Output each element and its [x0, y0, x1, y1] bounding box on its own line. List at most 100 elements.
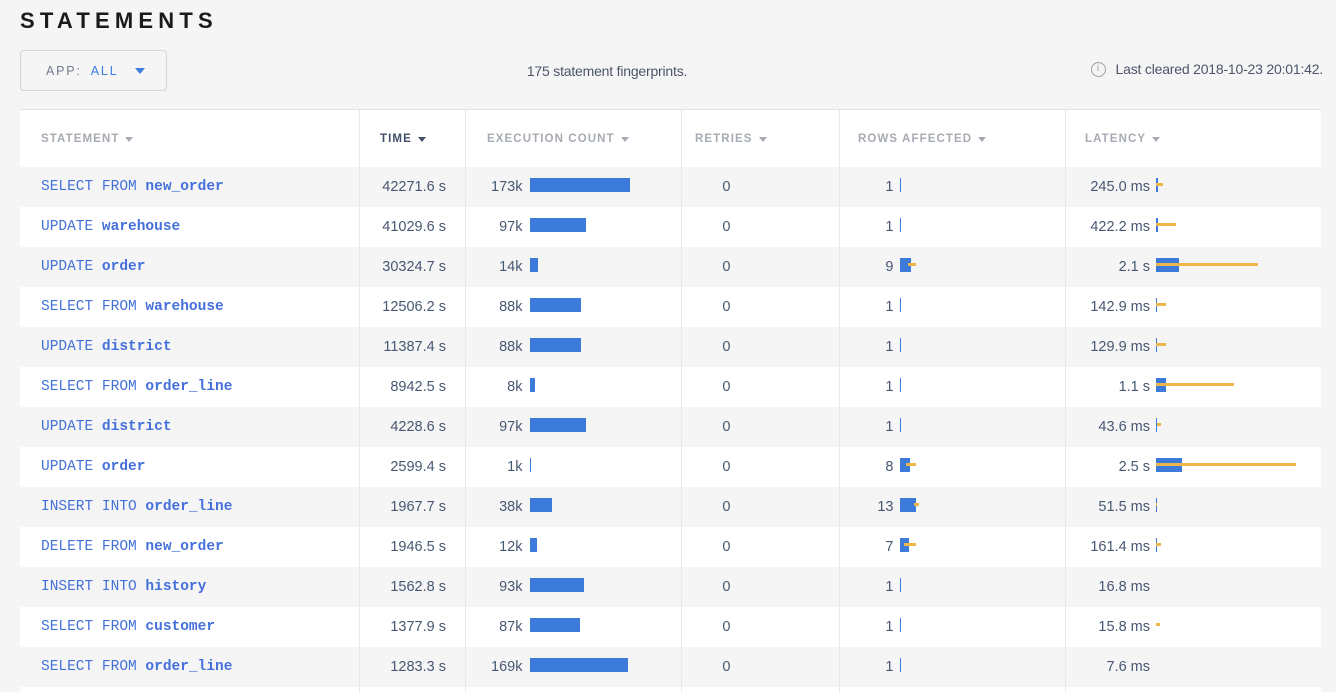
latency-cell: 1.1 s [1066, 367, 1321, 407]
rows-affected-bar-area [899, 538, 1065, 552]
execution-count-cell: 1k [466, 447, 682, 487]
retries-bar-area [738, 218, 839, 232]
statement-link[interactable]: SELECT FROM new_order [41, 179, 224, 195]
statement-keyword: INSERT INTO [41, 579, 146, 595]
time-value: 30324.7 s [382, 259, 446, 275]
statement-link[interactable]: UPDATE district [41, 339, 172, 355]
statement-cell: INSERT INTO history [20, 567, 360, 607]
execution-count-value: 88k [499, 299, 523, 315]
retries-bar-area [738, 378, 839, 392]
table-row: UPDATE order 30324.7 s 14k 0 9 2.1 s [20, 247, 1321, 287]
sort-arrow-icon [417, 136, 426, 142]
statement-link[interactable]: INSERT INTO history [41, 579, 206, 595]
time-value: 12506.2 s [382, 299, 446, 315]
retries-bar-area [738, 338, 839, 352]
statement-link[interactable]: DELETE FROM new_order [41, 539, 224, 555]
execution-count-bar [530, 578, 584, 592]
column-header-latency[interactable]: LATENCY [1066, 110, 1321, 167]
retries-value: 0 [722, 579, 731, 595]
time-value: 11387.4 s [383, 339, 446, 355]
page-title: STATEMENTS [20, 8, 218, 33]
statement-link[interactable]: UPDATE district [41, 419, 172, 435]
statement-cell: SELECT FROM customer [20, 607, 360, 647]
rows-affected-value: 1 [885, 299, 894, 315]
retries-value: 0 [722, 299, 731, 315]
rows-affected-bar-area [899, 658, 1065, 672]
statement-link[interactable]: SELECT FROM order_line [41, 379, 232, 395]
rows-affected-cell: 8 [840, 447, 1066, 487]
execution-count-bar [530, 178, 630, 192]
execution-count-bar-area [530, 218, 681, 232]
column-header-statement[interactable]: STATEMENT [20, 110, 360, 167]
latency-value: 161.4 ms [1090, 539, 1150, 555]
rows-affected-bar-area [899, 498, 1065, 512]
retries-cell: 0 [682, 647, 840, 687]
execution-count-bar-area [530, 338, 681, 352]
column-header-label: EXECUTION COUNT [487, 132, 615, 145]
rows-affected-value: 1 [885, 179, 894, 195]
execution-count-value: 12k [499, 539, 523, 555]
time-value: 8942.5 s [390, 379, 446, 395]
latency-value: 16.8 ms [1098, 579, 1150, 595]
column-header-execution-count[interactable]: EXECUTION COUNT [466, 110, 682, 167]
statement-identifier: order_line [145, 379, 233, 395]
retries-bar-area [738, 178, 839, 192]
latency-bar-area [1155, 538, 1322, 552]
table-row: SELECT FROM warehouse 12506.2 s 88k 0 1 … [20, 287, 1321, 327]
statement-link[interactable]: SELECT FROM warehouse [41, 299, 224, 315]
execution-count-bar [530, 658, 628, 672]
rows-affected-value: 1 [885, 419, 894, 435]
last-cleared-text: Last cleared 2018-10-23 20:01:42. [1115, 61, 1324, 77]
execution-count-value: 93k [499, 579, 523, 595]
statement-cell: INSERT INTO order_line [20, 487, 360, 527]
table-row: UPDATE order 2599.4 s 1k 0 8 2.5 s [20, 447, 1321, 487]
retries-cell: 0 [682, 327, 840, 367]
app-filter-dropdown[interactable]: APP: ALL [20, 50, 167, 91]
time-cell: 30324.7 s [360, 247, 466, 287]
column-header-label: ROWS AFFECTED [858, 132, 973, 145]
time-cell: 1562.8 s [360, 567, 466, 607]
rows-affected-value: 8 [885, 459, 894, 475]
column-header-retries[interactable]: RETRIES [682, 110, 840, 167]
execution-count-cell: 38k [466, 487, 682, 527]
rows-affected-bar [899, 458, 911, 472]
table-row: INSERT INTO history 1562.8 s 93k 0 1 16.… [20, 567, 1321, 607]
statement-link[interactable]: SELECT FROM order_line [41, 659, 232, 675]
statement-link[interactable]: SELECT FROM customer [41, 619, 215, 635]
rows-affected-bar [899, 618, 902, 632]
latency-cell: 161.4 ms [1066, 527, 1321, 567]
latency-value: 2.1 s [1118, 259, 1150, 275]
statement-keyword: UPDATE [41, 259, 102, 275]
table-row: UPDATE district 4228.6 s 97k 0 1 43.6 ms [20, 407, 1321, 447]
execution-count-bar-area [530, 418, 681, 432]
rows-affected-bar [899, 658, 902, 672]
time-value: 1377.9 s [390, 619, 446, 635]
statement-identifier: new_order [145, 539, 224, 555]
info-icon[interactable]: i [1090, 61, 1106, 77]
time-value: 2599.4 s [390, 459, 446, 475]
latency-stddev-line [1155, 503, 1158, 506]
rows-affected-bar-area [899, 218, 1065, 232]
statement-identifier: warehouse [145, 299, 224, 315]
rows-affected-cell: 1 [840, 567, 1066, 607]
retries-value: 0 [722, 659, 731, 675]
statement-link[interactable]: UPDATE order [41, 459, 145, 475]
table-row: SELECT FROM new_order 42271.6 s 173k 0 1… [20, 167, 1321, 207]
rows-affected-bar-area [899, 578, 1065, 592]
retries-cell: 0 [682, 287, 840, 327]
latency-value: 43.6 ms [1098, 419, 1150, 435]
rows-affected-bar [899, 498, 917, 512]
latency-cell: 422.2 ms [1066, 207, 1321, 247]
statement-link[interactable]: UPDATE warehouse [41, 219, 180, 235]
last-cleared: i Last cleared 2018-10-23 20:01:42. [1090, 61, 1324, 77]
retries-cell: 0 [682, 567, 840, 607]
execution-count-cell: 8k [466, 367, 682, 407]
retries-cell: 0 [682, 607, 840, 647]
rows-affected-value: 1 [885, 579, 894, 595]
statement-cell [20, 687, 360, 692]
column-header-rows-affected[interactable]: ROWS AFFECTED [840, 110, 1066, 167]
statement-link[interactable]: INSERT INTO order_line [41, 499, 232, 515]
column-header-time[interactable]: TIME [360, 110, 466, 167]
retries-cell: 0 [682, 527, 840, 567]
statement-link[interactable]: UPDATE order [41, 259, 145, 275]
